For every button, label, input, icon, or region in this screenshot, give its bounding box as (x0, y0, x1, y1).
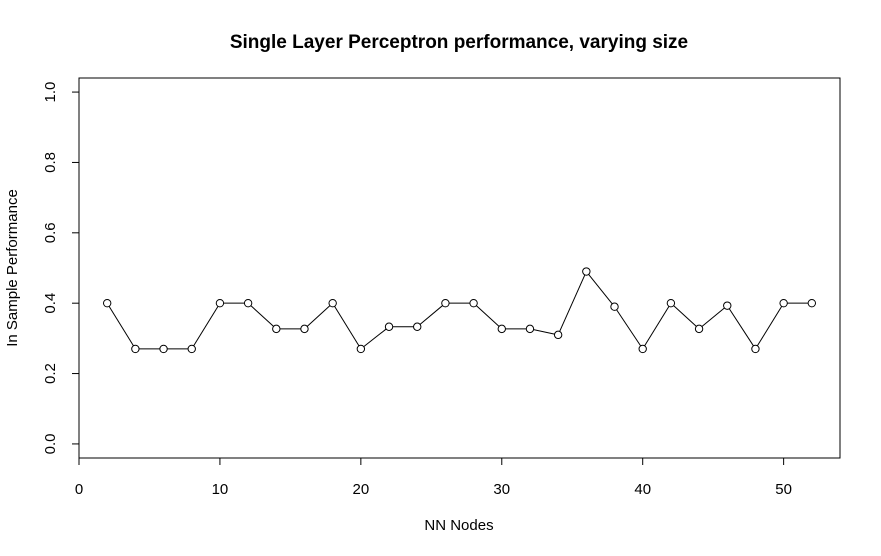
data-point (525, 324, 535, 334)
data-point (131, 344, 140, 354)
y-tick-label: 0.0 (42, 433, 59, 454)
data-point (187, 344, 196, 354)
y-tick-label: 0.2 (42, 363, 59, 384)
series-line-segment (250, 305, 274, 327)
y-axis-label: In Sample Performance (4, 189, 21, 347)
data-point (807, 298, 817, 308)
data-point (610, 302, 619, 311)
series-line-segment (363, 328, 387, 348)
data-point (356, 344, 366, 354)
data-point (328, 298, 337, 308)
data-point (243, 298, 253, 308)
data-point (215, 298, 225, 308)
chart-title: Single Layer Perceptron performance, var… (230, 32, 688, 53)
x-tick-label: 10 (212, 481, 229, 498)
data-point (582, 267, 591, 276)
data-point (272, 324, 281, 334)
data-point (779, 298, 788, 308)
data-point (469, 298, 478, 308)
series-line-segment (334, 306, 360, 347)
x-axis-label: NN Nodes (424, 517, 493, 534)
series-line-segment (533, 329, 555, 335)
series-line-segment (559, 274, 586, 332)
x-tick-label: 40 (634, 481, 651, 498)
y-axis: 0.0 0.2 0.4 0.6 0.8 1.0 (42, 82, 80, 454)
y-tick-label: 0.6 (42, 222, 59, 243)
x-tick-label: 0 (75, 481, 83, 498)
data-point (384, 322, 394, 331)
y-tick-label: 0.8 (42, 152, 59, 173)
data-point (413, 322, 422, 331)
data-series (102, 267, 817, 354)
data-point (300, 324, 309, 334)
data-point (751, 344, 760, 354)
series-line-segment (193, 306, 219, 347)
data-point (159, 344, 168, 354)
x-tick-label: 30 (493, 481, 510, 498)
x-tick-label: 20 (353, 481, 370, 498)
series-line-segment (616, 309, 642, 347)
y-tick-label: 0.4 (42, 293, 59, 314)
data-point (497, 324, 506, 334)
series-line-segment (701, 307, 725, 327)
data-point (723, 301, 732, 310)
data-point (441, 298, 450, 308)
series-line-segment (673, 305, 697, 327)
series-line-segment (306, 305, 331, 327)
series-line-segment (756, 306, 783, 347)
data-point (553, 330, 563, 340)
series-line-segment (644, 306, 670, 347)
plot-frame (78, 77, 841, 459)
data-point (694, 324, 704, 334)
x-tick-label: 50 (775, 481, 792, 498)
series-line-segment (108, 306, 134, 347)
series-line-segment (475, 305, 500, 327)
x-axis: 0 10 20 30 40 50 (75, 457, 792, 498)
data-point (638, 344, 647, 354)
series-line-segment (419, 305, 443, 325)
series-line-segment (588, 274, 613, 305)
data-point (102, 298, 112, 308)
series-line-segment (728, 308, 754, 347)
y-tick-label: 1.0 (42, 82, 59, 103)
data-point (666, 298, 676, 308)
